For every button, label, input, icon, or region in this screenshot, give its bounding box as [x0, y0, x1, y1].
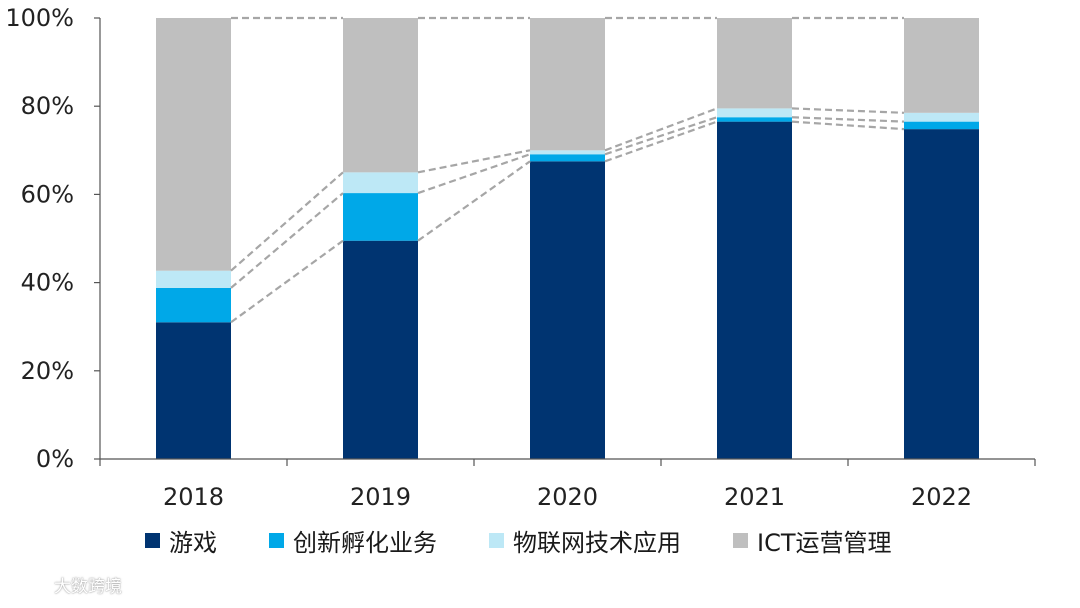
connector-line-1-1 — [417, 153, 531, 195]
connector-line-2-0 — [604, 120, 718, 163]
bar-2021-series-1 — [717, 117, 792, 122]
bar-2019-series-2 — [343, 172, 418, 194]
bar-2019-series-1 — [343, 193, 418, 241]
x-tick-label: 2020 — [537, 483, 598, 511]
bar-2018-series-3 — [156, 18, 231, 271]
legend-label: ICT运营管理 — [757, 529, 892, 557]
connector-line-1-0 — [417, 160, 531, 242]
connector-line-3-1 — [791, 116, 905, 123]
x-tick-label: 2021 — [724, 483, 785, 511]
x-tick-label: 2018 — [163, 483, 224, 511]
bar-2022-series-1 — [904, 121, 979, 130]
legend-swatch — [269, 533, 284, 548]
bar-2019-series-0 — [343, 240, 418, 459]
connector-line-2-2 — [604, 107, 718, 152]
connector-line-0-0 — [230, 239, 344, 324]
watermark-text: 大数跨境 — [54, 577, 122, 597]
legend-label: 游戏 — [169, 529, 217, 557]
bar-2022-series-3 — [904, 18, 979, 113]
bar-2020-series-1 — [530, 154, 605, 162]
x-tick-label: 2022 — [911, 483, 972, 511]
bar-2020-series-3 — [530, 18, 605, 151]
connector-line-0-2 — [230, 171, 344, 272]
y-tick-label: 20% — [21, 357, 74, 385]
bar-2021-series-0 — [717, 121, 792, 459]
legend-swatch — [489, 533, 504, 548]
y-tick-label: 0% — [36, 445, 74, 473]
legend-swatch — [733, 533, 748, 548]
bar-2020-series-0 — [530, 161, 605, 459]
legend-label: 物联网技术应用 — [513, 529, 681, 557]
watermark-logo-icon — [9, 575, 45, 593]
bar-2019-series-3 — [343, 18, 418, 173]
legend-item: 物联网技术应用 — [489, 523, 681, 558]
x-tick-label: 2019 — [350, 483, 411, 511]
connector-line-1-2 — [417, 149, 531, 174]
y-tick-label: 40% — [21, 269, 74, 297]
bar-2018-series-1 — [156, 287, 231, 323]
legend-item: ICT运营管理 — [733, 523, 892, 558]
bar-2020-series-2 — [530, 150, 605, 155]
connector-line-3-2 — [791, 107, 905, 114]
legend-item: 创新孵化业务 — [269, 523, 437, 558]
legend-label: 创新孵化业务 — [293, 529, 437, 557]
legend-item: 游戏 — [145, 523, 217, 558]
bar-2022-series-2 — [904, 112, 979, 122]
y-tick-label: 100% — [5, 4, 74, 32]
y-tick-label: 60% — [21, 180, 74, 208]
bar-2021-series-2 — [717, 108, 792, 118]
watermark: 大数跨境 — [8, 572, 122, 597]
connector-line-0-1 — [230, 192, 344, 289]
bar-2022-series-0 — [904, 129, 979, 459]
connector-line-2-1 — [604, 116, 718, 156]
bar-2018-series-0 — [156, 322, 231, 459]
legend: 游戏 创新孵化业务 物联网技术应用 ICT运营管理 — [145, 523, 944, 558]
bar-2018-series-2 — [156, 270, 231, 288]
legend-swatch — [145, 533, 160, 548]
y-tick-label: 80% — [21, 92, 74, 120]
stacked-bar-chart: 0% 20% 40% 60% 80% 100% 2018 2019 2020 2021 2022 — [5, 4, 1036, 511]
bar-2021-series-3 — [717, 18, 792, 109]
connector-line-3-0 — [791, 120, 905, 131]
